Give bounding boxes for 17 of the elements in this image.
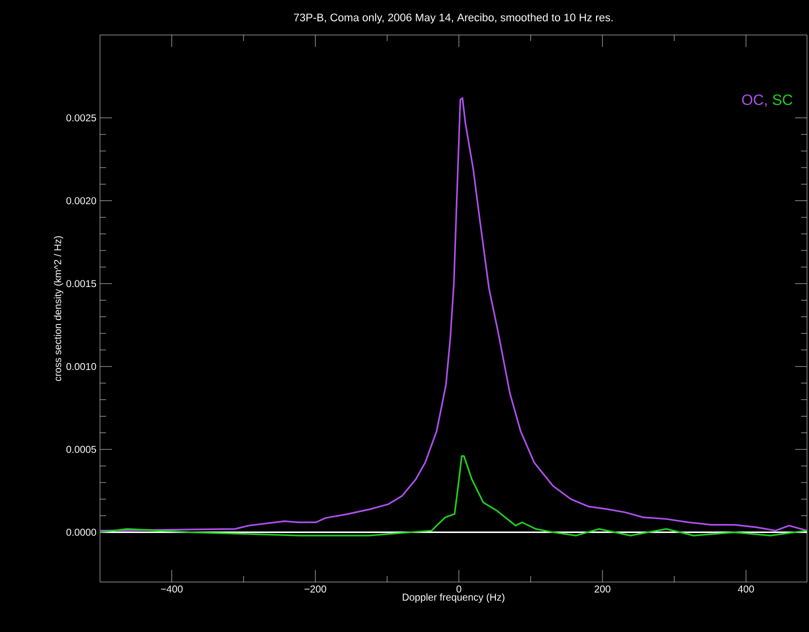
text: SC: [772, 94, 792, 106]
y-tick-label: 0.0015: [66, 280, 96, 288]
x-tick-label: −400: [161, 586, 183, 593]
x-tick-label: 200: [594, 586, 610, 593]
line-series: [100, 455, 808, 536]
x-tick-label: −200: [304, 586, 326, 593]
x-axis-title: Doppler frequency (Hz): [402, 593, 504, 603]
y-tick-label: 0.0000: [66, 528, 96, 536]
y-tick-label: 0.0010: [66, 362, 96, 370]
text: OC,: [742, 94, 767, 107]
x-tick-label: 400: [738, 586, 754, 593]
chart-title: 73P-B, Coma only, 2006 May 14, Arecibo, smoothed to 10 Hz res.: [294, 13, 613, 24]
y-axis-title: cross section density (km^2 / Hz): [54, 236, 64, 381]
y-tick-label: 0.0005: [66, 446, 96, 453]
x-tick-label: 0: [456, 586, 462, 593]
y-tick-label: 0.0020: [66, 197, 96, 204]
y-tick-label: 0.0025: [66, 114, 96, 122]
